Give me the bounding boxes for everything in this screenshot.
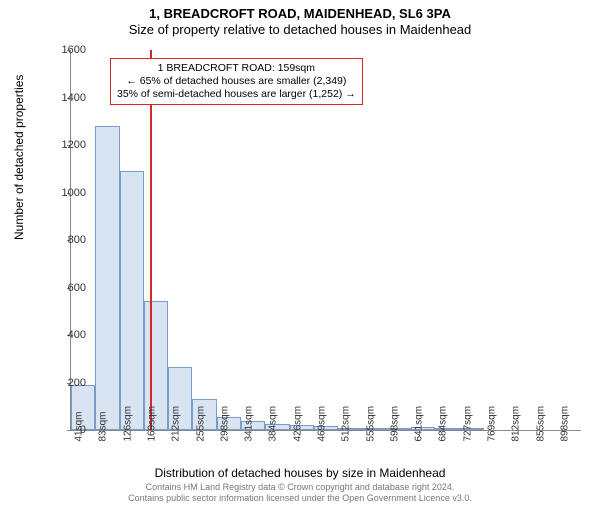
ytick-label: 1200 (62, 139, 86, 151)
histogram-bar (95, 126, 119, 430)
property-info-box: 1 BREADCROFT ROAD: 159sqm ← 65% of detac… (110, 58, 363, 105)
title-sub: Size of property relative to detached ho… (0, 22, 600, 37)
ytick-label: 1400 (62, 92, 86, 104)
infobox-line-2: ← 65% of detached houses are smaller (2,… (117, 75, 356, 88)
footer-line-1: Contains HM Land Registry data © Crown c… (0, 482, 600, 493)
ytick-label: 600 (68, 282, 86, 294)
plot-region (70, 50, 581, 431)
footer-line-2: Contains public sector information licen… (0, 493, 600, 504)
infobox-line-3: 35% of semi-detached houses are larger (… (117, 88, 356, 101)
footer-attribution: Contains HM Land Registry data © Crown c… (0, 482, 600, 504)
x-axis-label: Distribution of detached houses by size … (0, 466, 600, 480)
infobox-line-1: 1 BREADCROFT ROAD: 159sqm (117, 62, 356, 75)
y-axis-label: Number of detached properties (12, 75, 26, 240)
property-marker-line (150, 50, 152, 430)
chart-area (70, 50, 580, 430)
ytick-label: 200 (68, 377, 86, 389)
title-main: 1, BREADCROFT ROAD, MAIDENHEAD, SL6 3PA (0, 6, 600, 21)
chart-container: 1, BREADCROFT ROAD, MAIDENHEAD, SL6 3PA … (0, 6, 600, 506)
ytick-label: 1000 (62, 187, 86, 199)
ytick-label: 800 (68, 234, 86, 246)
histogram-bar (120, 171, 144, 430)
ytick-label: 1600 (62, 44, 86, 56)
ytick-label: 400 (68, 329, 86, 341)
